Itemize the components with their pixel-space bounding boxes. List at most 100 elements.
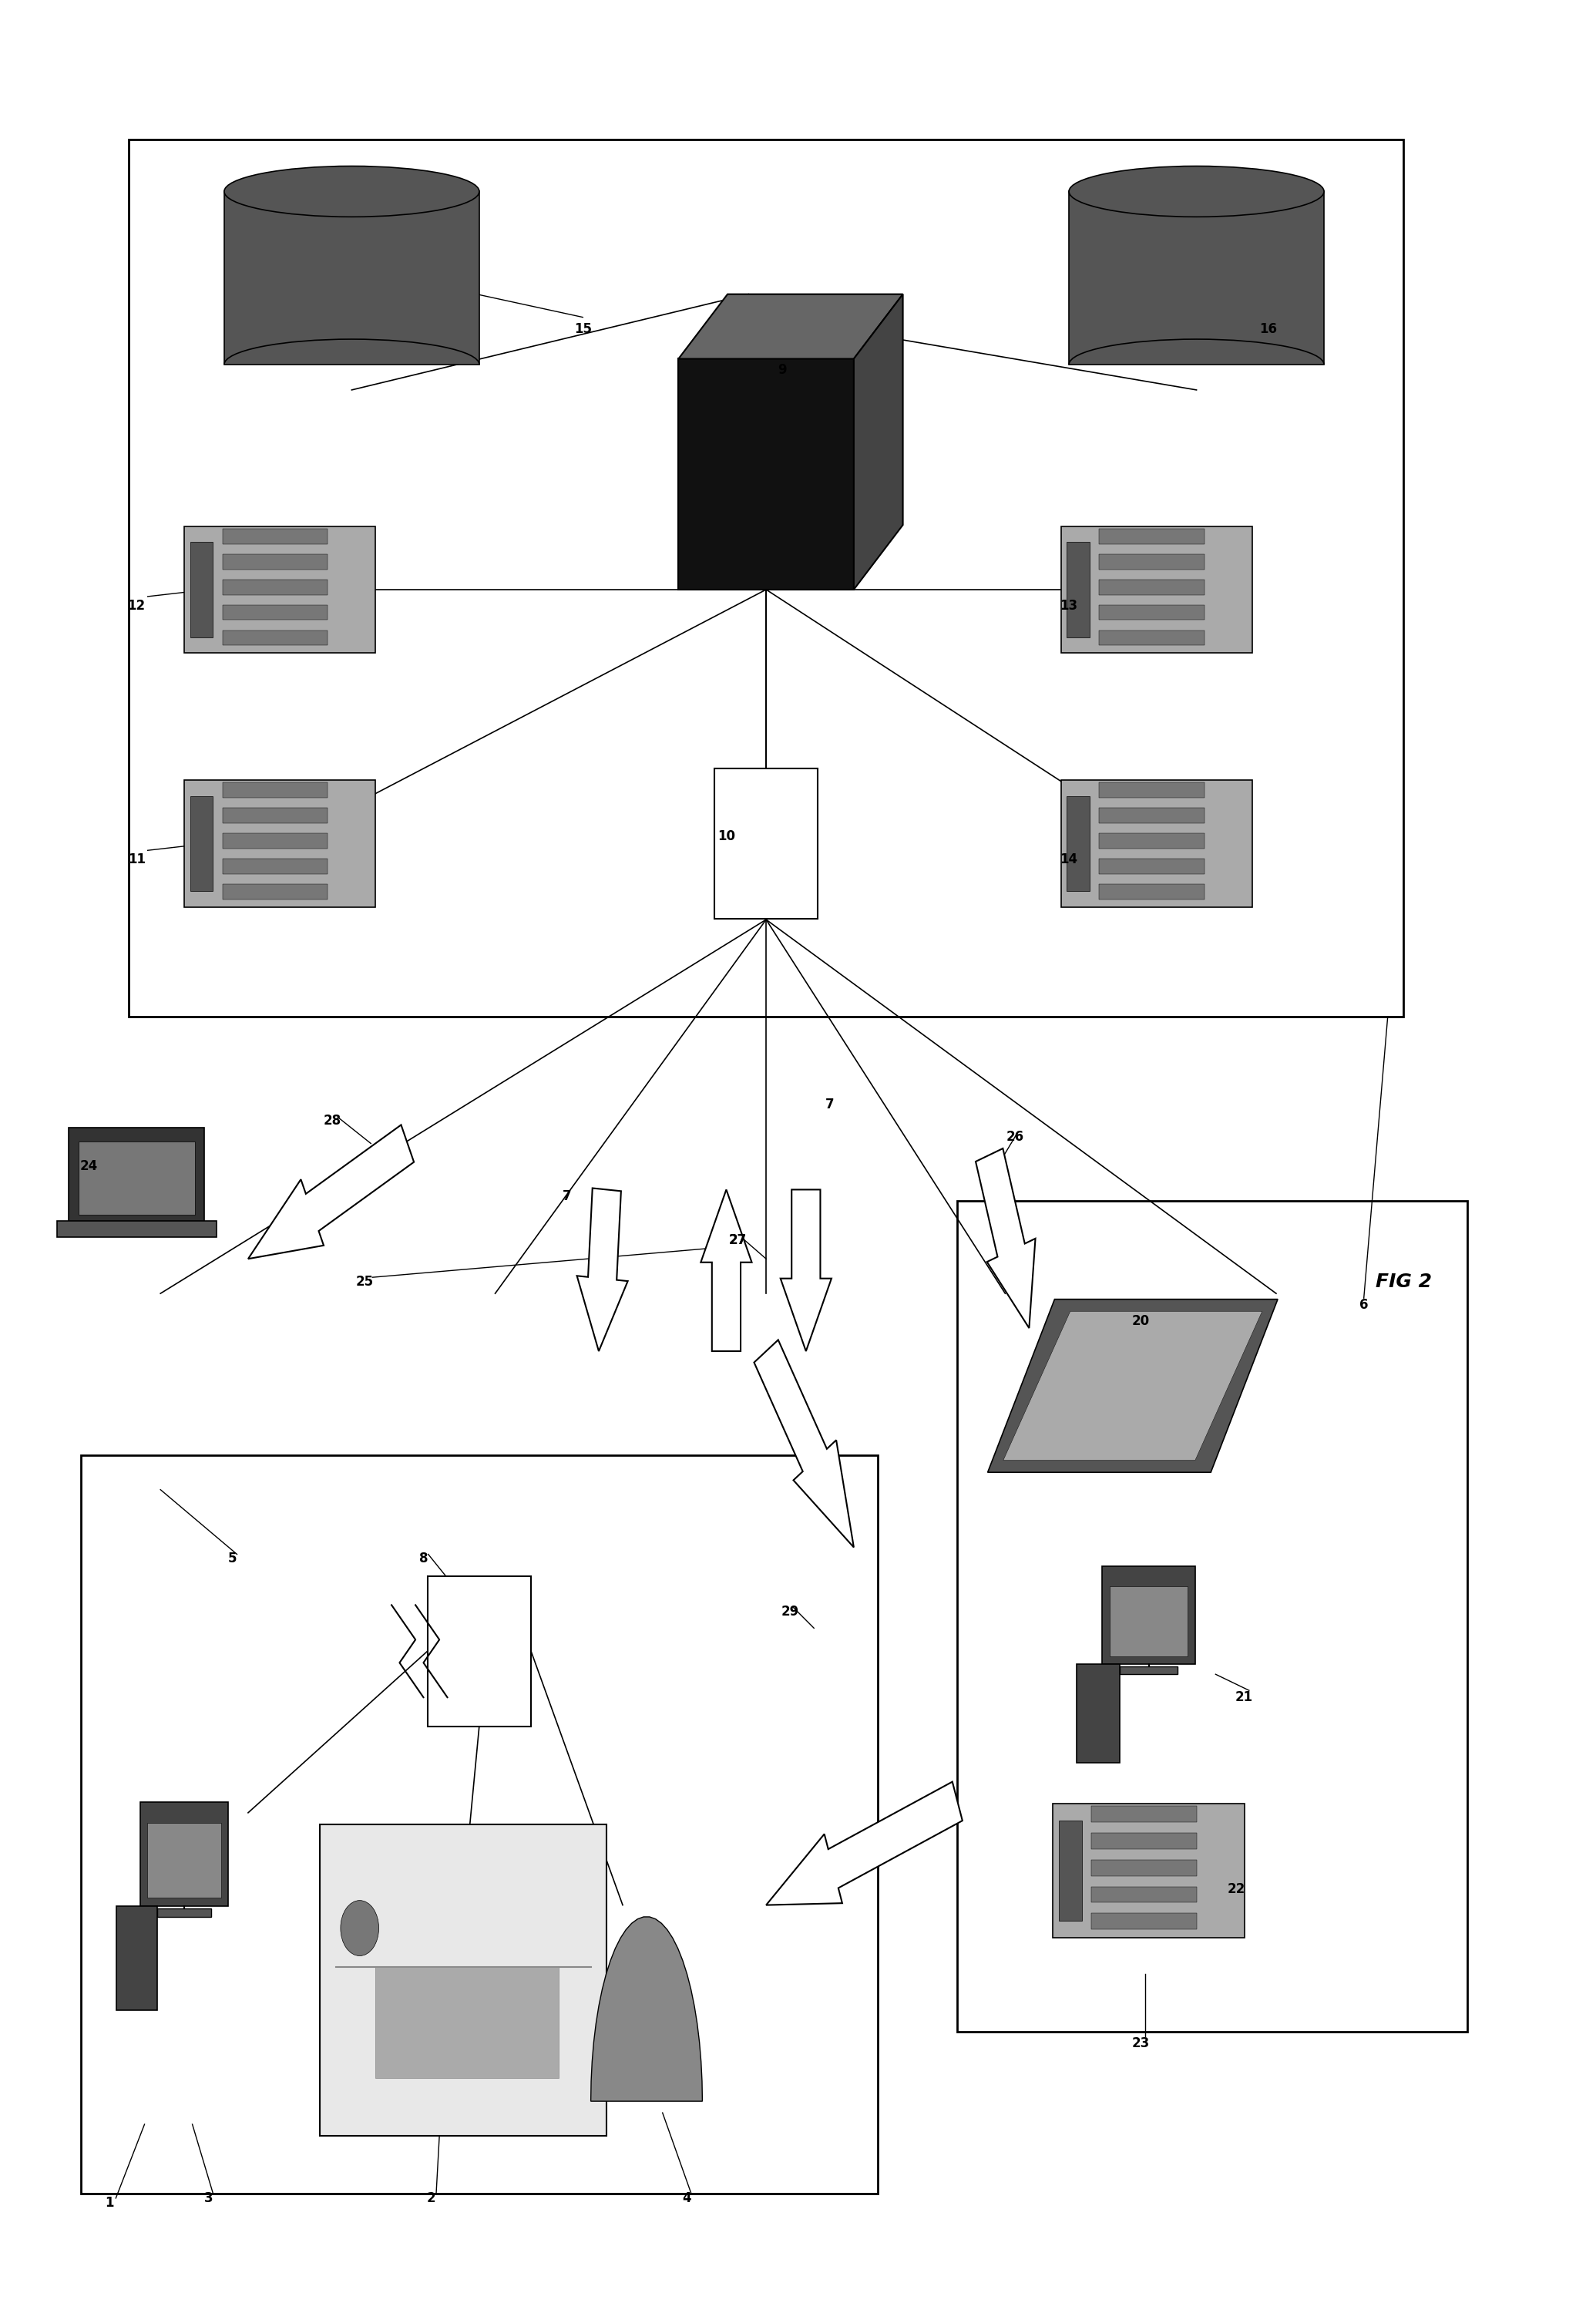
Text: 1: 1	[105, 2197, 113, 2211]
Ellipse shape	[223, 166, 479, 217]
Polygon shape	[975, 1148, 1036, 1328]
Bar	[57, 1222, 215, 1238]
Polygon shape	[988, 1298, 1278, 1471]
Polygon shape	[678, 293, 903, 358]
Text: 12: 12	[128, 598, 145, 612]
Text: 27: 27	[728, 1234, 747, 1247]
Bar	[158, 1908, 211, 1917]
Bar	[715, 769, 817, 919]
Text: 3: 3	[204, 2192, 212, 2206]
Text: 28: 28	[324, 1113, 342, 1127]
Bar	[1109, 1587, 1187, 1656]
Text: 7: 7	[562, 1190, 571, 1204]
Polygon shape	[247, 1125, 413, 1259]
Text: 29: 29	[780, 1605, 800, 1619]
Text: 10: 10	[718, 829, 736, 843]
Bar	[1100, 885, 1205, 899]
Text: 13: 13	[1060, 598, 1077, 612]
Bar	[1092, 1887, 1197, 1903]
Polygon shape	[780, 1190, 832, 1351]
Bar	[81, 1455, 878, 2194]
Bar	[958, 1201, 1467, 2033]
Bar	[319, 1825, 606, 2137]
Text: 24: 24	[80, 1160, 97, 1173]
Polygon shape	[591, 1917, 702, 2102]
Bar	[1069, 192, 1325, 365]
Bar	[1100, 808, 1205, 822]
Bar	[1100, 529, 1205, 543]
Bar	[375, 1968, 559, 2079]
Bar	[1092, 1832, 1197, 1848]
Bar	[1101, 1566, 1195, 1666]
Bar	[222, 808, 327, 822]
Text: 16: 16	[1259, 321, 1277, 335]
Text: 5: 5	[228, 1552, 236, 1566]
Text: 9: 9	[777, 363, 787, 377]
Text: 2: 2	[428, 2192, 436, 2206]
Bar	[1092, 1913, 1197, 1929]
Bar	[1092, 1860, 1197, 1876]
Polygon shape	[753, 1340, 854, 1548]
Text: 21: 21	[1235, 1691, 1253, 1705]
Bar	[222, 834, 327, 848]
Bar	[222, 529, 327, 543]
Text: FIG 2: FIG 2	[1376, 1273, 1432, 1291]
Bar	[1061, 527, 1253, 654]
Bar	[147, 1823, 222, 1899]
Bar	[117, 1906, 158, 2010]
Bar	[1066, 543, 1090, 638]
Bar	[140, 1802, 228, 1906]
Polygon shape	[678, 358, 854, 589]
Bar	[222, 885, 327, 899]
Text: 25: 25	[356, 1275, 373, 1289]
Text: 20: 20	[1132, 1314, 1149, 1328]
Text: 14: 14	[1060, 852, 1077, 866]
Text: 23: 23	[1132, 2037, 1149, 2051]
Text: 27: 27	[728, 1234, 747, 1247]
Bar	[1092, 1806, 1197, 1823]
Polygon shape	[766, 1781, 962, 1906]
Bar	[1100, 605, 1205, 619]
Text: 15: 15	[575, 321, 592, 335]
Bar	[1100, 834, 1205, 848]
Bar	[129, 139, 1403, 1016]
Bar	[1100, 859, 1205, 873]
Bar	[222, 605, 327, 619]
Bar	[428, 1575, 531, 1726]
Polygon shape	[701, 1190, 752, 1351]
Polygon shape	[854, 293, 903, 589]
Text: 7: 7	[825, 1097, 835, 1111]
Ellipse shape	[1069, 166, 1325, 217]
Bar	[222, 554, 327, 568]
Text: 8: 8	[420, 1552, 428, 1566]
Bar	[190, 797, 212, 892]
Bar	[222, 580, 327, 594]
Circle shape	[340, 1901, 378, 1957]
Bar	[1100, 580, 1205, 594]
Bar	[69, 1127, 204, 1224]
Text: 26: 26	[1005, 1130, 1023, 1143]
Bar	[223, 192, 479, 365]
Polygon shape	[1004, 1312, 1262, 1460]
Bar	[1100, 554, 1205, 568]
Bar	[1058, 1820, 1082, 1920]
Bar	[222, 859, 327, 873]
Polygon shape	[576, 1187, 627, 1351]
Bar	[222, 783, 327, 797]
Bar	[1077, 1666, 1120, 1763]
Bar	[190, 543, 212, 638]
Text: 4: 4	[681, 2192, 691, 2206]
Bar	[78, 1141, 195, 1215]
Bar	[185, 781, 375, 908]
Bar	[1066, 797, 1090, 892]
Bar	[1100, 631, 1205, 644]
Text: 6: 6	[1360, 1298, 1368, 1312]
Text: 11: 11	[128, 852, 145, 866]
Bar	[222, 631, 327, 644]
Bar	[1120, 1666, 1178, 1675]
Bar	[185, 527, 375, 654]
Bar	[1100, 783, 1205, 797]
Bar	[1061, 781, 1253, 908]
Text: 22: 22	[1227, 1883, 1245, 1897]
Bar	[1053, 1804, 1245, 1938]
